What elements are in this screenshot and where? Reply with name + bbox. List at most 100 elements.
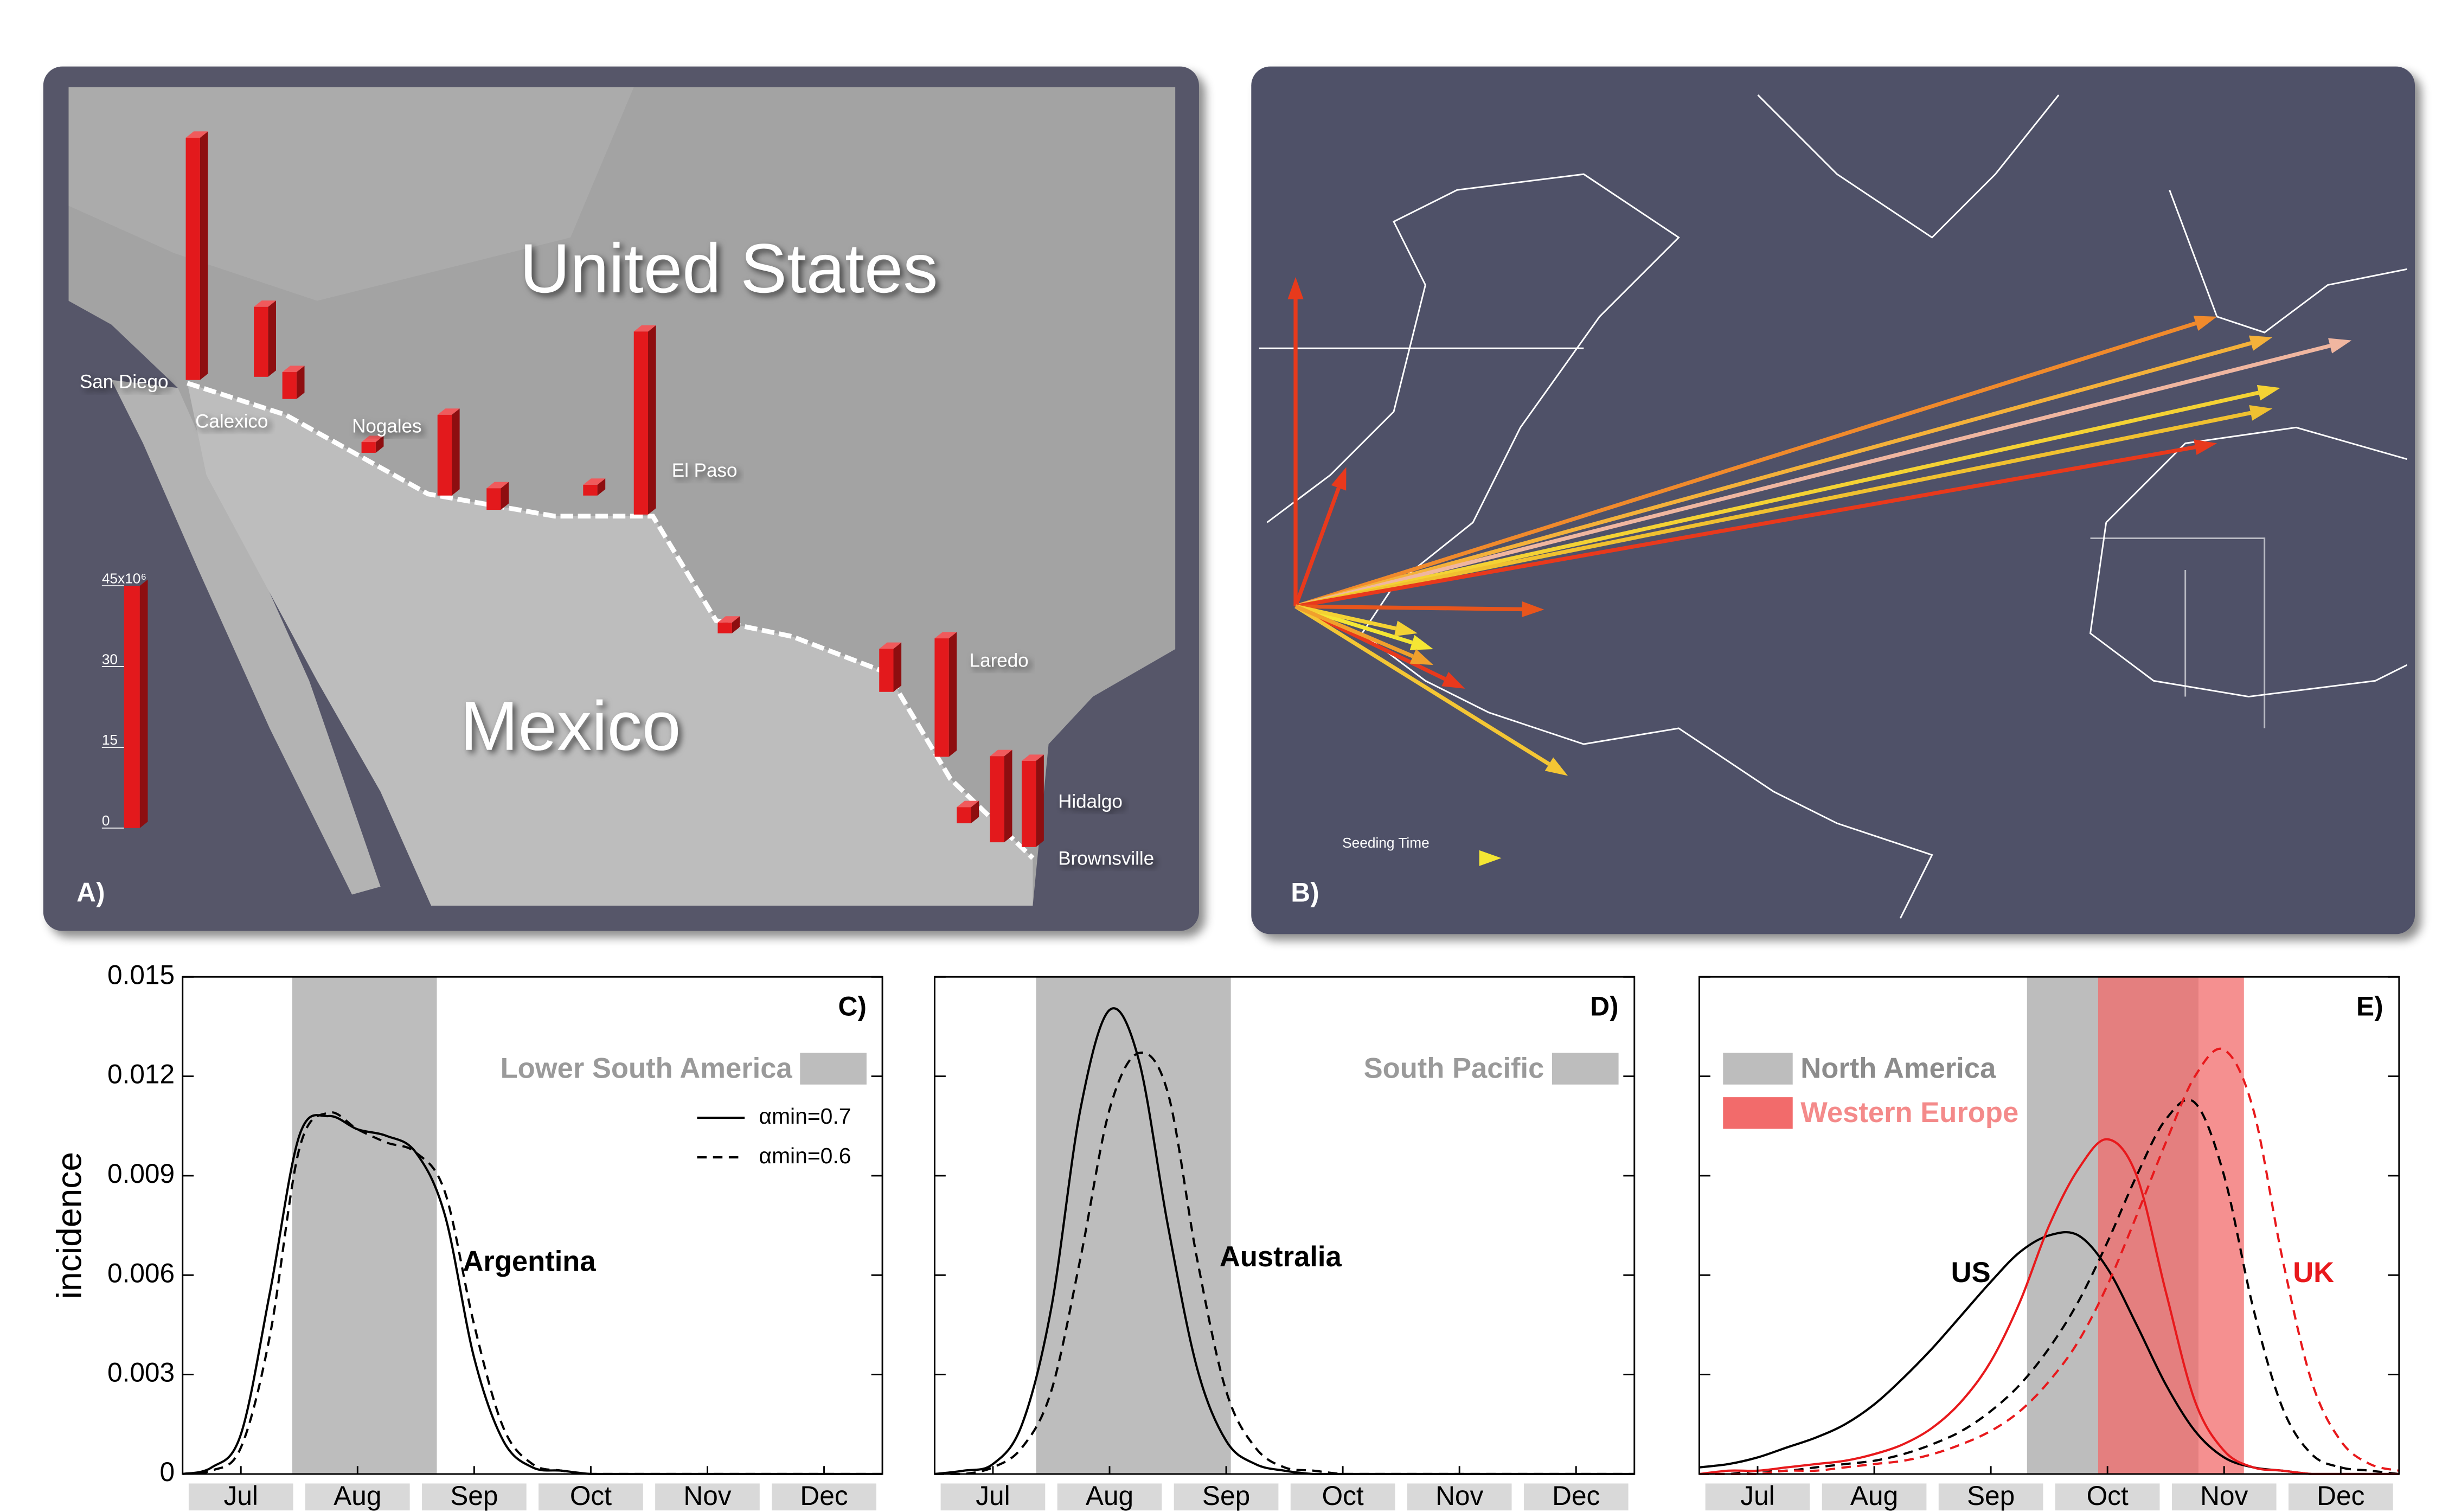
bar (1021, 761, 1036, 847)
bar (361, 442, 376, 453)
plot-frame (182, 976, 883, 1475)
x-tick-label: Jul (224, 1481, 258, 1511)
bar-side (948, 632, 957, 757)
mexico (187, 383, 1033, 906)
x-tick-label: Aug (334, 1481, 381, 1511)
span (292, 977, 437, 1474)
bar-top (957, 800, 979, 808)
bar-side (200, 131, 208, 380)
x-tick-box (539, 1483, 643, 1511)
legend-swatch (800, 1053, 867, 1085)
scale-bar-side (139, 579, 148, 828)
bar (486, 488, 501, 510)
bar-top (437, 408, 460, 415)
city-label: Laredo (970, 650, 1029, 671)
bar-top (361, 435, 384, 443)
bar-side (648, 325, 656, 515)
bar (282, 372, 297, 399)
scale-label: 30 (102, 651, 118, 667)
bar-top (717, 616, 740, 623)
bar (990, 756, 1004, 843)
x-tick-box (655, 1483, 760, 1511)
bar (185, 137, 200, 380)
bar (254, 306, 268, 377)
panel-label: E) (2356, 991, 2383, 1022)
series-line (182, 1111, 883, 1475)
flow-arrow (1294, 321, 2197, 608)
city-label: Nogales (352, 415, 421, 437)
x-tick-box (1705, 1483, 1810, 1511)
flow-arrow (1294, 604, 1414, 658)
x-tick-box (1822, 1483, 1927, 1511)
flow-arrow (1295, 604, 1396, 631)
flow-arrow (1293, 487, 1341, 607)
flow-arrow-head (1409, 649, 1434, 665)
scale-label: 15 (102, 732, 118, 748)
scale-label: 45x10⁶ (102, 570, 146, 586)
flow-arrow-head (1544, 757, 1568, 776)
bar (583, 484, 598, 496)
series-line (1699, 1098, 2400, 1475)
country-label: United States (520, 230, 938, 307)
flow-arrow-head (2249, 405, 2273, 421)
legend-label: North America (1800, 1052, 1996, 1084)
bar-side (732, 616, 740, 633)
flow-arrow (1295, 390, 2259, 608)
x-tick-label: Oct (1322, 1481, 1364, 1511)
coast (1266, 173, 1933, 919)
city-label: Brownsville (1058, 848, 1154, 869)
bar-side (971, 800, 979, 824)
bar-top (282, 366, 305, 373)
y-tick-label: 0.012 (107, 1059, 175, 1090)
x-tick-box (772, 1483, 876, 1511)
panel-label: A) (76, 877, 105, 908)
plot-frame (933, 976, 1636, 1475)
map-a (68, 87, 1176, 906)
x-tick-label: Dec (800, 1481, 848, 1511)
city-label: Calexico (195, 411, 268, 432)
x-tick-box (940, 1483, 1046, 1511)
flow-arrow-head (2193, 316, 2217, 331)
legend-label: Lower South America (501, 1052, 793, 1084)
y-tick-label: 0.009 (107, 1158, 175, 1189)
x-tick-box (1174, 1483, 1279, 1511)
border (187, 381, 1035, 860)
flow-arrow-head (1394, 620, 1418, 637)
bar (957, 807, 971, 824)
bar-side (893, 642, 902, 692)
legend-label: South Pacific (1364, 1052, 1544, 1084)
seeding-arrow-head (1479, 850, 1502, 866)
bar-top (633, 325, 656, 332)
bar (633, 331, 649, 515)
x-tick-box (422, 1483, 527, 1511)
y-tick-label: 0.003 (107, 1357, 175, 1388)
bar (717, 622, 732, 633)
annotation: Argentina (463, 1246, 596, 1278)
x-tick-box (1290, 1483, 1395, 1511)
flow-arrow (1294, 605, 1550, 766)
x-tick-label: Oct (570, 1481, 612, 1511)
x-tick-box (1523, 1483, 1629, 1511)
scale-label: 0 (102, 812, 110, 829)
x-tick-label: Dec (1552, 1481, 1600, 1511)
flow-arrow-head (2328, 338, 2352, 354)
bar-side (597, 478, 606, 496)
flow-arrow-head (1409, 635, 1434, 650)
bar-side (375, 435, 384, 453)
x-tick-label: Sep (1967, 1481, 2015, 1511)
plot-area (182, 977, 883, 1474)
flow-arrow-head (1441, 671, 1465, 689)
x-tick-box (188, 1483, 293, 1511)
bar-side (1036, 754, 1044, 847)
annotation: US (1951, 1257, 1991, 1289)
legend-label: αmin=0.6 (759, 1143, 851, 1168)
coast (1757, 94, 2060, 239)
bar-top (185, 131, 208, 138)
x-tick-box (1407, 1483, 1512, 1511)
annotation: UK (2293, 1257, 2334, 1289)
x-tick-label: Nov (2200, 1481, 2248, 1511)
flow-arrow (1295, 604, 1522, 612)
span (1036, 977, 1231, 1474)
city-label: El Paso (672, 460, 738, 481)
x-tick-label: Sep (450, 1481, 498, 1511)
